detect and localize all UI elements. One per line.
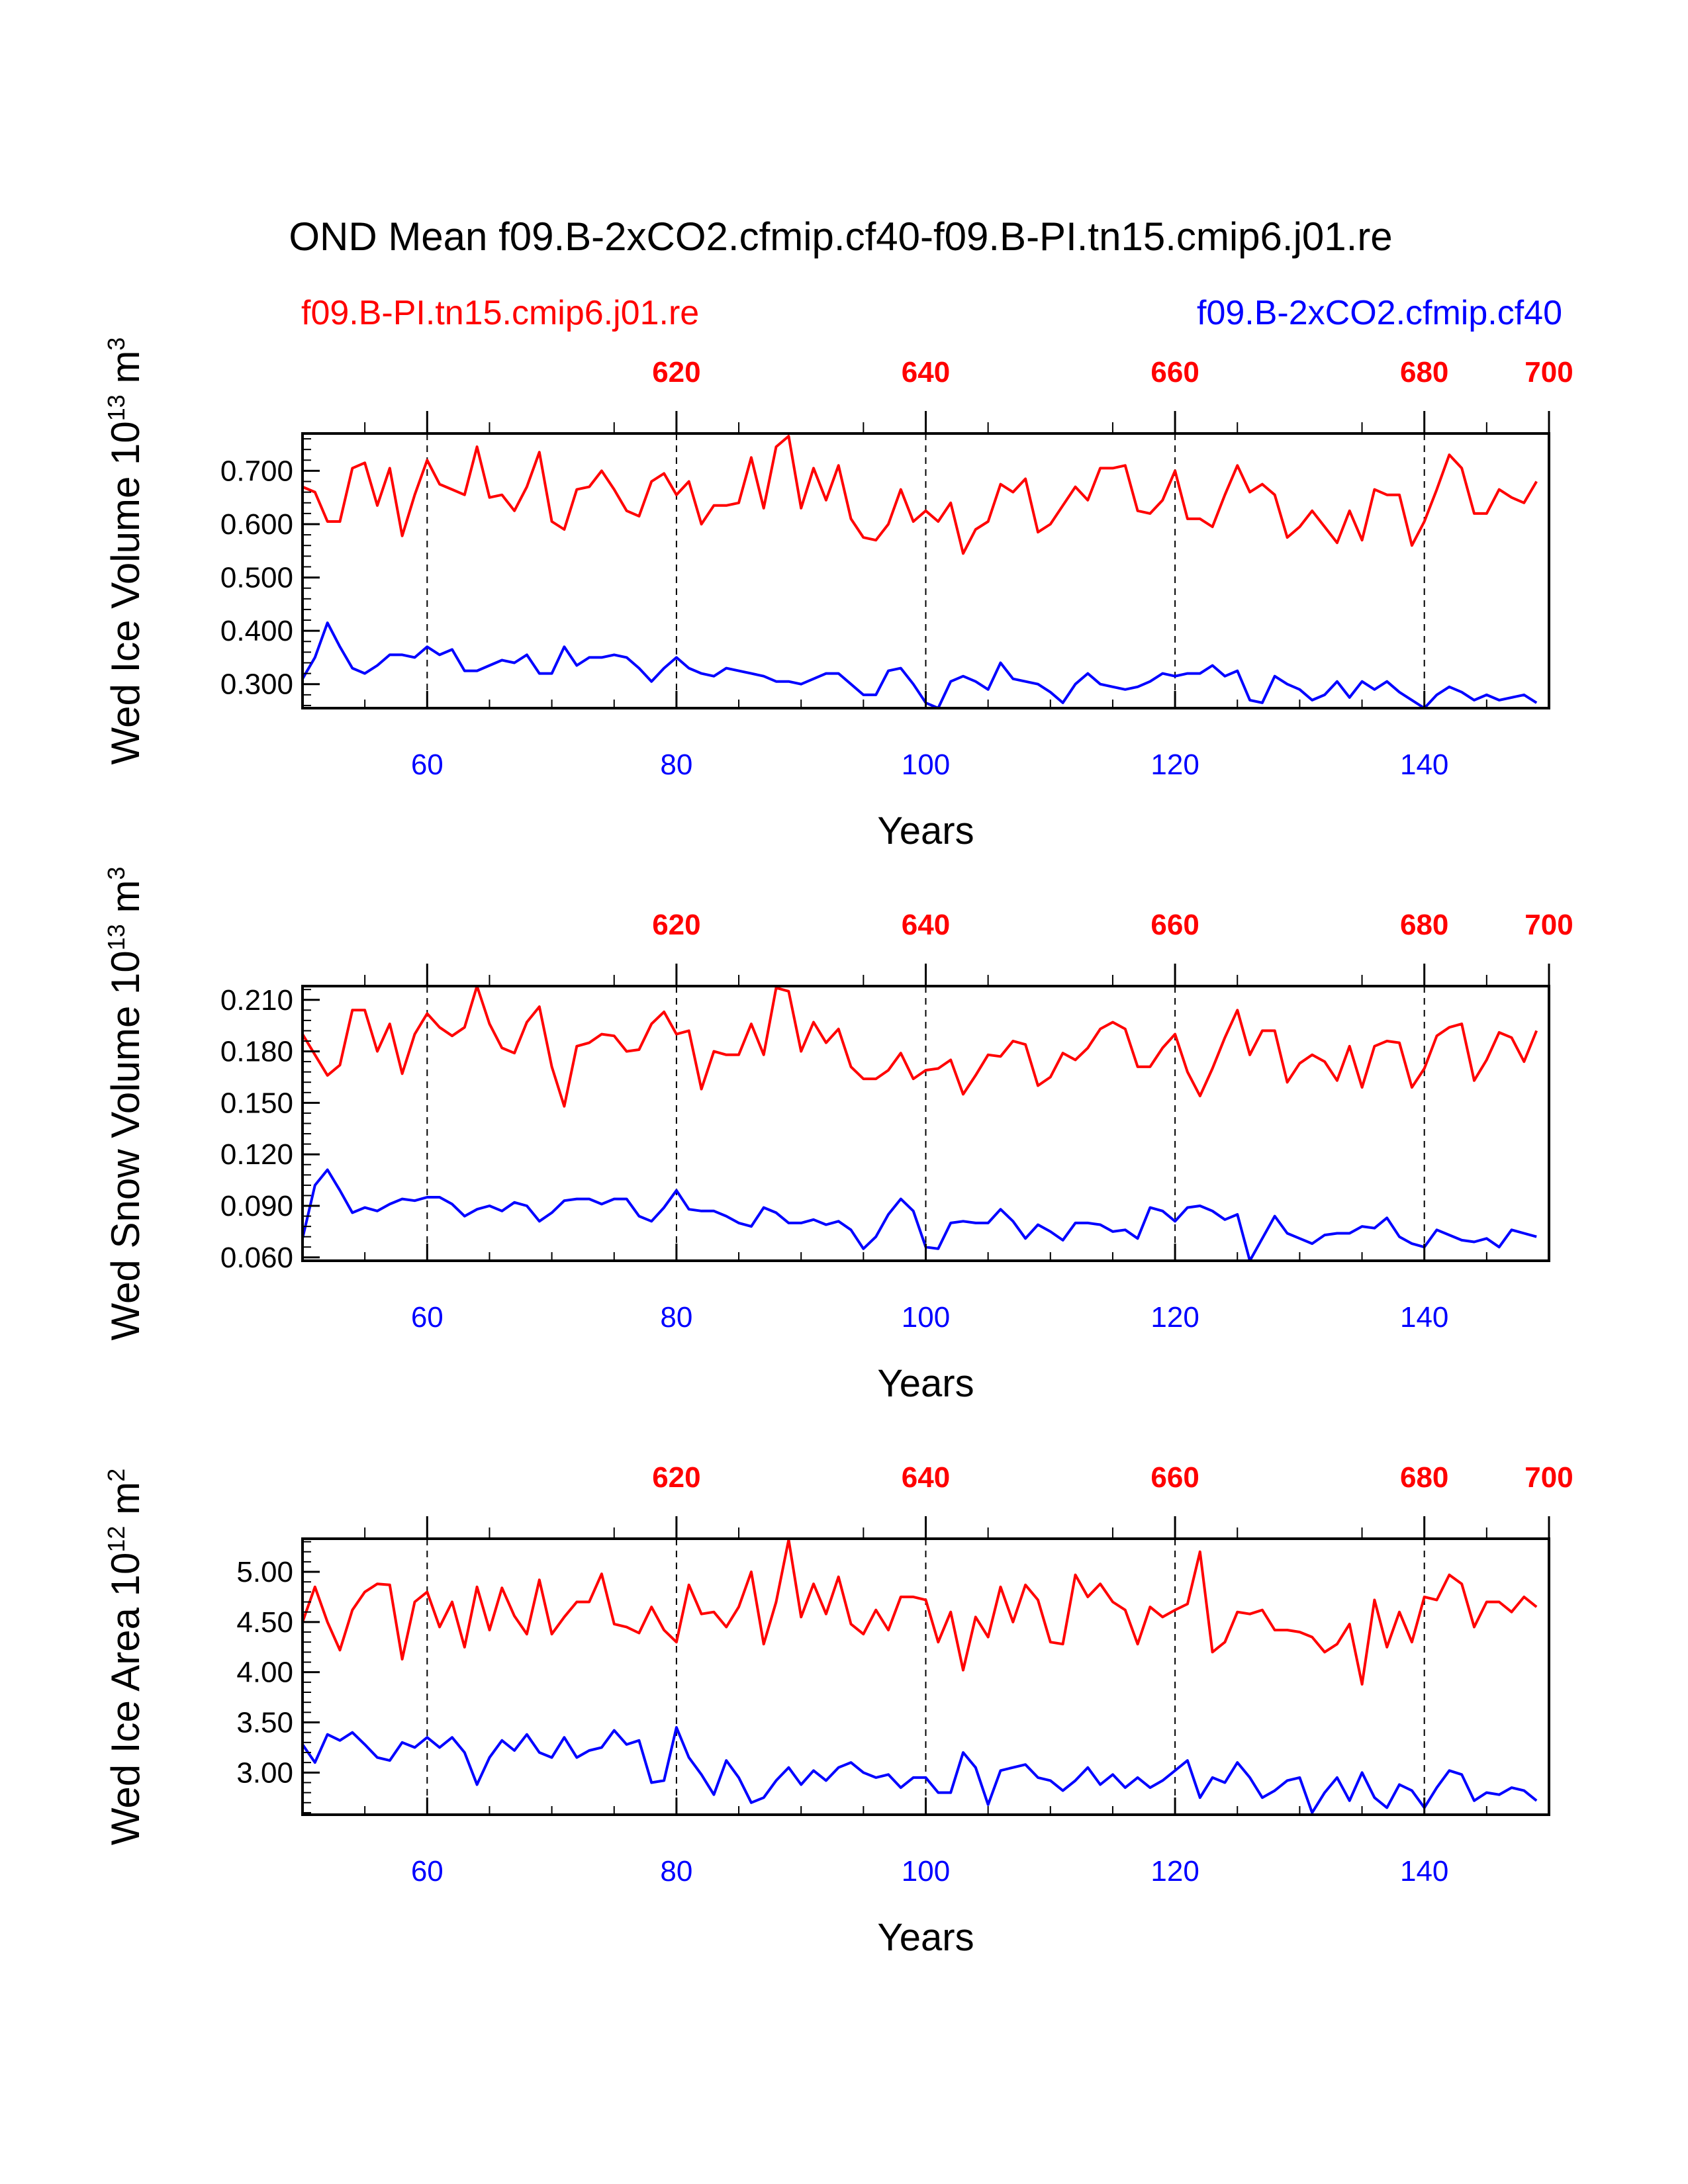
series-line-co2 <box>301 621 1538 709</box>
xtick-label-top: 640 <box>902 909 950 941</box>
series-line-pi <box>301 1538 1538 1686</box>
xtick-label-bottom: 100 <box>902 1301 950 1334</box>
xtick-label-top: 680 <box>1400 909 1448 941</box>
xtick-label-top: 660 <box>1150 909 1199 941</box>
panel-3: 3.00 3.50 4.00 4.50 5.00 60 80 100 120 140 620 640 6… <box>103 1461 1573 1959</box>
y-axis-label: Wed Ice Area 1012 m2 <box>103 1469 148 1845</box>
x-axis-label: Years <box>877 1916 974 1959</box>
xtick-label-bottom: 140 <box>1400 1855 1448 1888</box>
ytick-label: 0.210 <box>220 984 293 1017</box>
legend-label-co2: f09.B-2xCO2.cfmip.cf40 <box>1197 294 1562 332</box>
xtick-label-top: 700 <box>1524 909 1573 941</box>
panel-1: 0.300 0.400 0.500 0.600 0.700 60 80 100 120 140 62… <box>103 338 1573 852</box>
figure-title: OND Mean f09.B-2xCO2.cfmip.cf40-f09.B-PI… <box>289 214 1392 259</box>
y-axis-label: Wed Ice Volume 1013 m3 <box>103 338 148 765</box>
xtick-label-top: 700 <box>1524 1461 1573 1494</box>
series-line-pi <box>302 435 1538 555</box>
xtick-label-bottom: 100 <box>902 1855 950 1888</box>
ytick-label: 0.300 <box>220 668 293 701</box>
panel-2: 0.060 0.090 0.120 0.150 0.180 0.210 60 80 100 120… <box>103 867 1573 1405</box>
ytick-label: 3.50 <box>236 1706 293 1739</box>
xtick-label-bottom: 120 <box>1150 749 1199 781</box>
y-axis-label: Wed Snow Volume 1013 m3 <box>103 867 148 1341</box>
x-axis-label: Years <box>877 809 974 852</box>
ytick-label: 0.500 <box>220 562 293 594</box>
xtick-label-bottom: 60 <box>411 1855 444 1888</box>
xtick-label-bottom: 140 <box>1400 1301 1448 1334</box>
xtick-label-bottom: 60 <box>411 749 444 781</box>
xtick-label-top: 680 <box>1400 1461 1448 1494</box>
xtick-label-bottom: 140 <box>1400 749 1448 781</box>
xtick-label-top: 620 <box>652 909 700 941</box>
xtick-label-bottom: 120 <box>1150 1301 1199 1334</box>
xtick-label-bottom: 120 <box>1150 1855 1199 1888</box>
ytick-label: 0.600 <box>220 508 293 541</box>
xtick-label-top: 680 <box>1400 356 1448 388</box>
xtick-label-bottom: 80 <box>660 749 692 781</box>
series-line-co2 <box>301 1726 1538 1814</box>
xtick-label-top: 660 <box>1150 356 1199 388</box>
ytick-label: 0.060 <box>220 1242 293 1274</box>
panels: 0.300 0.400 0.500 0.600 0.700 60 80 100 120 140 62… <box>103 338 1573 1959</box>
xtick-label-top: 700 <box>1524 356 1573 388</box>
series-line-co2 <box>301 1168 1537 1262</box>
ytick-label: 0.090 <box>220 1190 293 1222</box>
xtick-label-top: 620 <box>652 1461 700 1494</box>
ytick-label: 0.180 <box>220 1036 293 1068</box>
xtick-label-top: 660 <box>1150 1461 1199 1494</box>
xtick-label-top: 640 <box>902 356 950 388</box>
legend-label-pi: f09.B-PI.tn15.cmip6.j01.re <box>301 294 699 332</box>
series-line-pi <box>301 985 1538 1108</box>
xtick-label-bottom: 100 <box>902 749 950 781</box>
ytick-label: 0.120 <box>220 1138 293 1171</box>
ytick-label: 4.50 <box>236 1606 293 1639</box>
xtick-label-bottom: 80 <box>660 1855 692 1888</box>
xtick-label-top: 620 <box>652 356 700 388</box>
xtick-label-bottom: 60 <box>411 1301 444 1334</box>
ytick-label: 3.00 <box>236 1756 293 1789</box>
xtick-label-top: 640 <box>902 1461 950 1494</box>
x-axis-label: Years <box>877 1362 974 1405</box>
ytick-label: 0.700 <box>220 455 293 487</box>
ytick-label: 0.150 <box>220 1087 293 1119</box>
ytick-label: 5.00 <box>236 1556 293 1588</box>
xtick-label-bottom: 80 <box>660 1301 692 1334</box>
ytick-label: 4.00 <box>236 1657 293 1689</box>
ytick-label: 0.400 <box>220 615 293 647</box>
